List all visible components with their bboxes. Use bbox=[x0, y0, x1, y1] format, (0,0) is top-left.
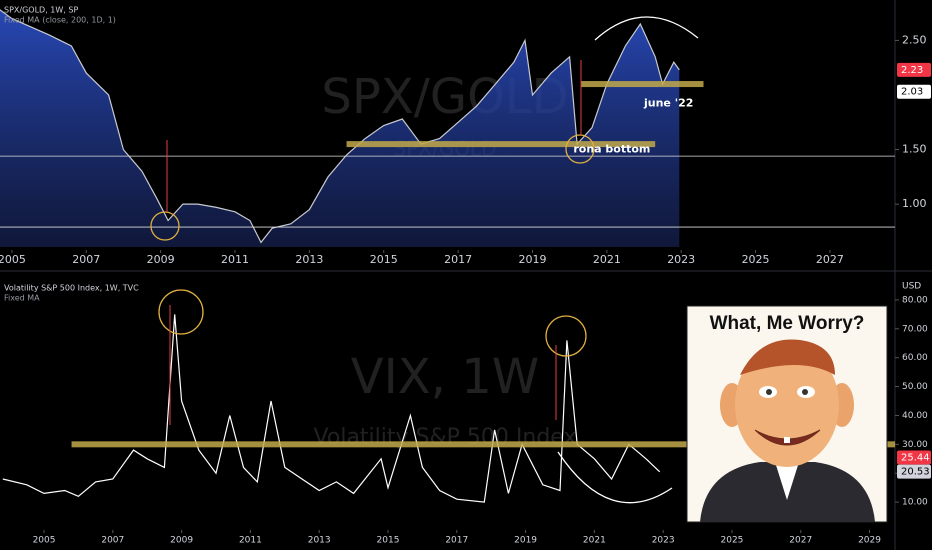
highlight-circle bbox=[150, 211, 180, 241]
x-tick-label: 2025 bbox=[721, 536, 744, 546]
y-tick-label: 80.00 bbox=[902, 295, 928, 305]
collar bbox=[775, 462, 799, 500]
y-tick-label: 1.50 bbox=[902, 143, 927, 156]
x-tick-label: 2011 bbox=[221, 253, 249, 266]
x-tick-label: 2005 bbox=[0, 253, 26, 266]
y-tick-label: 60.00 bbox=[902, 353, 928, 363]
x-tick-label: 2023 bbox=[652, 536, 675, 546]
annotation: rona bottom bbox=[573, 143, 650, 156]
price-label-box bbox=[897, 450, 931, 465]
price-label: 2.03 bbox=[901, 87, 923, 98]
area bbox=[0, 9, 680, 247]
y-tick-label: 1.00 bbox=[902, 197, 927, 210]
chart-title: SPX/GOLD, 1W, SP bbox=[4, 6, 78, 15]
x-tick-label: 2013 bbox=[308, 536, 331, 546]
x-tick-label: 2021 bbox=[593, 253, 621, 266]
hair bbox=[740, 339, 835, 375]
x-tick-label: 2017 bbox=[444, 253, 472, 266]
arc bbox=[557, 451, 673, 504]
level-zone bbox=[346, 141, 656, 148]
x-tick-label: 2015 bbox=[370, 253, 398, 266]
price-label-box bbox=[897, 62, 931, 77]
x-tick-label: 2007 bbox=[72, 253, 100, 266]
x-tick-label: 2009 bbox=[147, 253, 175, 266]
x-tick-label: 2027 bbox=[816, 253, 844, 266]
price-label-box bbox=[897, 84, 931, 99]
x-tick-label: 2029 bbox=[858, 536, 881, 546]
x-tick-label: 2027 bbox=[789, 536, 812, 546]
highlight-circle bbox=[565, 134, 595, 164]
line bbox=[0, 9, 680, 244]
tooth bbox=[784, 437, 790, 443]
x-tick-label: 2019 bbox=[514, 536, 537, 546]
x-tick-label: 2021 bbox=[583, 536, 606, 546]
y-tick-label: 10.00 bbox=[902, 498, 928, 508]
chart-title: Volatility S&P 500 Index, 1W, TVC bbox=[4, 284, 139, 293]
chart-subtitle: Fixed MA bbox=[4, 294, 40, 303]
x-tick-label: 2011 bbox=[239, 536, 262, 546]
x-tick-label: 2023 bbox=[667, 253, 695, 266]
pupil bbox=[766, 389, 772, 395]
y-tick-label: 40.00 bbox=[902, 411, 928, 421]
highlight-circle bbox=[158, 289, 204, 335]
y-tick-label: 30.00 bbox=[902, 440, 928, 450]
x-tick-label: 2017 bbox=[445, 536, 468, 546]
x-tick-label: 2015 bbox=[377, 536, 400, 546]
x-tick-label: 2005 bbox=[33, 536, 56, 546]
x-tick-label: 2025 bbox=[742, 253, 770, 266]
level-zone bbox=[580, 81, 704, 88]
watermark: VIX, 1W bbox=[351, 349, 539, 405]
price-label-box bbox=[897, 464, 931, 479]
level-zone bbox=[71, 441, 895, 448]
x-tick-label: 2009 bbox=[170, 536, 193, 546]
line bbox=[2, 314, 661, 503]
axis-unit: USD bbox=[902, 282, 921, 292]
highlight-circle bbox=[545, 315, 587, 357]
picture: What, Me Worry? bbox=[686, 305, 888, 523]
chart-subtitle: Fixed MA (close, 200, 1D, 1) bbox=[4, 16, 116, 25]
pupil bbox=[802, 389, 808, 395]
price-label: 25.44 bbox=[901, 453, 930, 464]
price-label: 20.53 bbox=[901, 467, 930, 478]
y-tick-label: 50.00 bbox=[902, 382, 928, 392]
price-label: 2.23 bbox=[901, 65, 923, 76]
y-tick-label: 70.00 bbox=[902, 324, 928, 334]
x-tick-label: 2013 bbox=[295, 253, 323, 266]
y-tick-label: 2.50 bbox=[902, 33, 927, 46]
annotation: june '22 bbox=[643, 97, 693, 110]
x-tick-label: 2007 bbox=[101, 536, 124, 546]
picture-caption: What, Me Worry? bbox=[710, 313, 865, 334]
arc bbox=[594, 16, 699, 41]
mouth bbox=[754, 429, 821, 446]
x-tick-label: 2019 bbox=[518, 253, 546, 266]
